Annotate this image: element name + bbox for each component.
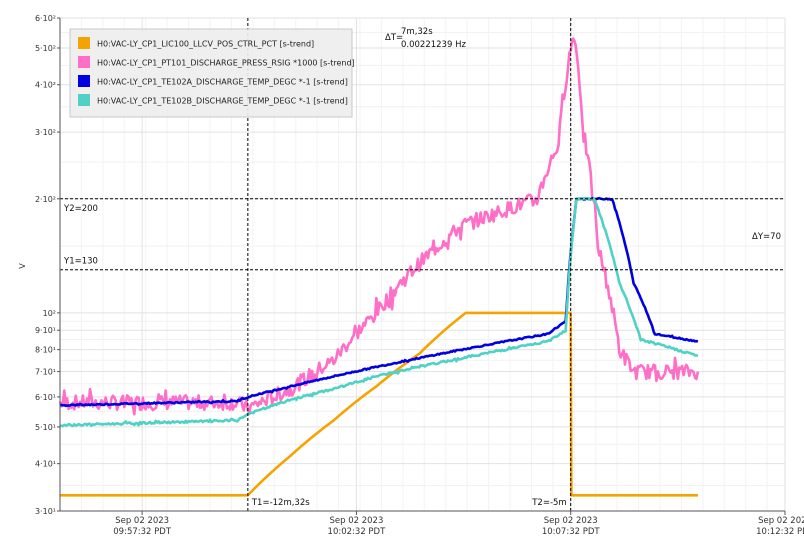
y-tick-label: 5·10¹ (35, 423, 56, 432)
legend-entry: H0:VAC-LY_CP1_LIC100_LLCV_POS_CTRL_PCT [… (97, 40, 314, 49)
delta-t-label: ΔT= (385, 33, 403, 43)
x-tick-label-time: 10:12:32 PDT (756, 527, 804, 537)
y-tick-label: 5·10² (35, 44, 56, 53)
x-tick-label-date: Sep 02 2023 (544, 516, 598, 526)
y-tick-label: 4·10¹ (35, 460, 56, 469)
legend-swatch (78, 75, 90, 87)
legend: H0:VAC-LY_CP1_LIC100_LLCV_POS_CTRL_PCT [… (69, 28, 355, 118)
legend-box (69, 28, 353, 118)
axes: 3·10¹ 4·10¹ 5·10¹ 6·10¹ 7·10¹ 8·10¹ 9·10¹ 10² 2·… (18, 14, 804, 537)
y-tick-label: 2·10² (35, 195, 56, 204)
y-tick-label: 6·10¹ (35, 393, 56, 402)
x-tick-label-time: 10:02:32 PDT (328, 527, 387, 537)
delta-t-value: 7m,32s (401, 27, 433, 37)
x-tick-label-time: 09:57:32 PDT (113, 527, 172, 537)
legend-entry: H0:VAC-LY_CP1_TE102B_DISCHARGE_TEMP_DEGC… (97, 97, 348, 106)
delta-t-freq: 0.00221239 Hz (401, 40, 466, 50)
y-tick-label: 3·10¹ (35, 507, 56, 516)
x-tick-label-date: Sep 02 2023 (329, 516, 383, 526)
x-tick-label-time: 10:07:32 PDT (542, 527, 601, 537)
cursor-y2-label: Y2=200 (63, 204, 98, 214)
y-axis-label: V (18, 263, 27, 269)
y-tick-label: 8·10¹ (35, 346, 56, 355)
cursor-t2-label: T2=-5m (531, 498, 566, 508)
series-line-1 (60, 311, 698, 497)
grid-lines (60, 17, 786, 512)
delta-y-label: ΔY=70 (752, 232, 781, 242)
legend-swatch (78, 94, 90, 106)
legend-swatch (78, 37, 90, 49)
cursor-layer: Y2=200 Y1=130 T1=-12m,32s T2=-5m ΔT=7m,32s 0.… (60, 18, 785, 511)
legend-swatch (78, 56, 90, 68)
cursor-y1-label: Y1=130 (63, 257, 98, 267)
legend-entry: H0:VAC-LY_CP1_PT101_DISCHARGE_PRESS_RSIG… (97, 59, 355, 68)
series-line-2 (58, 37, 700, 416)
y-tick-label: 10² (43, 309, 56, 318)
y-tick-label: 6·10² (35, 14, 56, 23)
legend-entry: H0:VAC-LY_CP1_TE102A_DISCHARGE_TEMP_DEGC… (97, 78, 348, 87)
y-tick-label: 3·10² (35, 128, 56, 137)
x-tick-label-date: Sep 02 2023 (115, 516, 169, 526)
cursor-t1-label: T1=-12m,32s (251, 498, 310, 508)
x-tick-label-date: Sep 02 2023 (758, 516, 804, 526)
y-tick-label: 9·10¹ (35, 326, 56, 335)
y-tick-label: 4·10² (35, 81, 56, 90)
y-tick-label: 7·10¹ (35, 368, 56, 377)
